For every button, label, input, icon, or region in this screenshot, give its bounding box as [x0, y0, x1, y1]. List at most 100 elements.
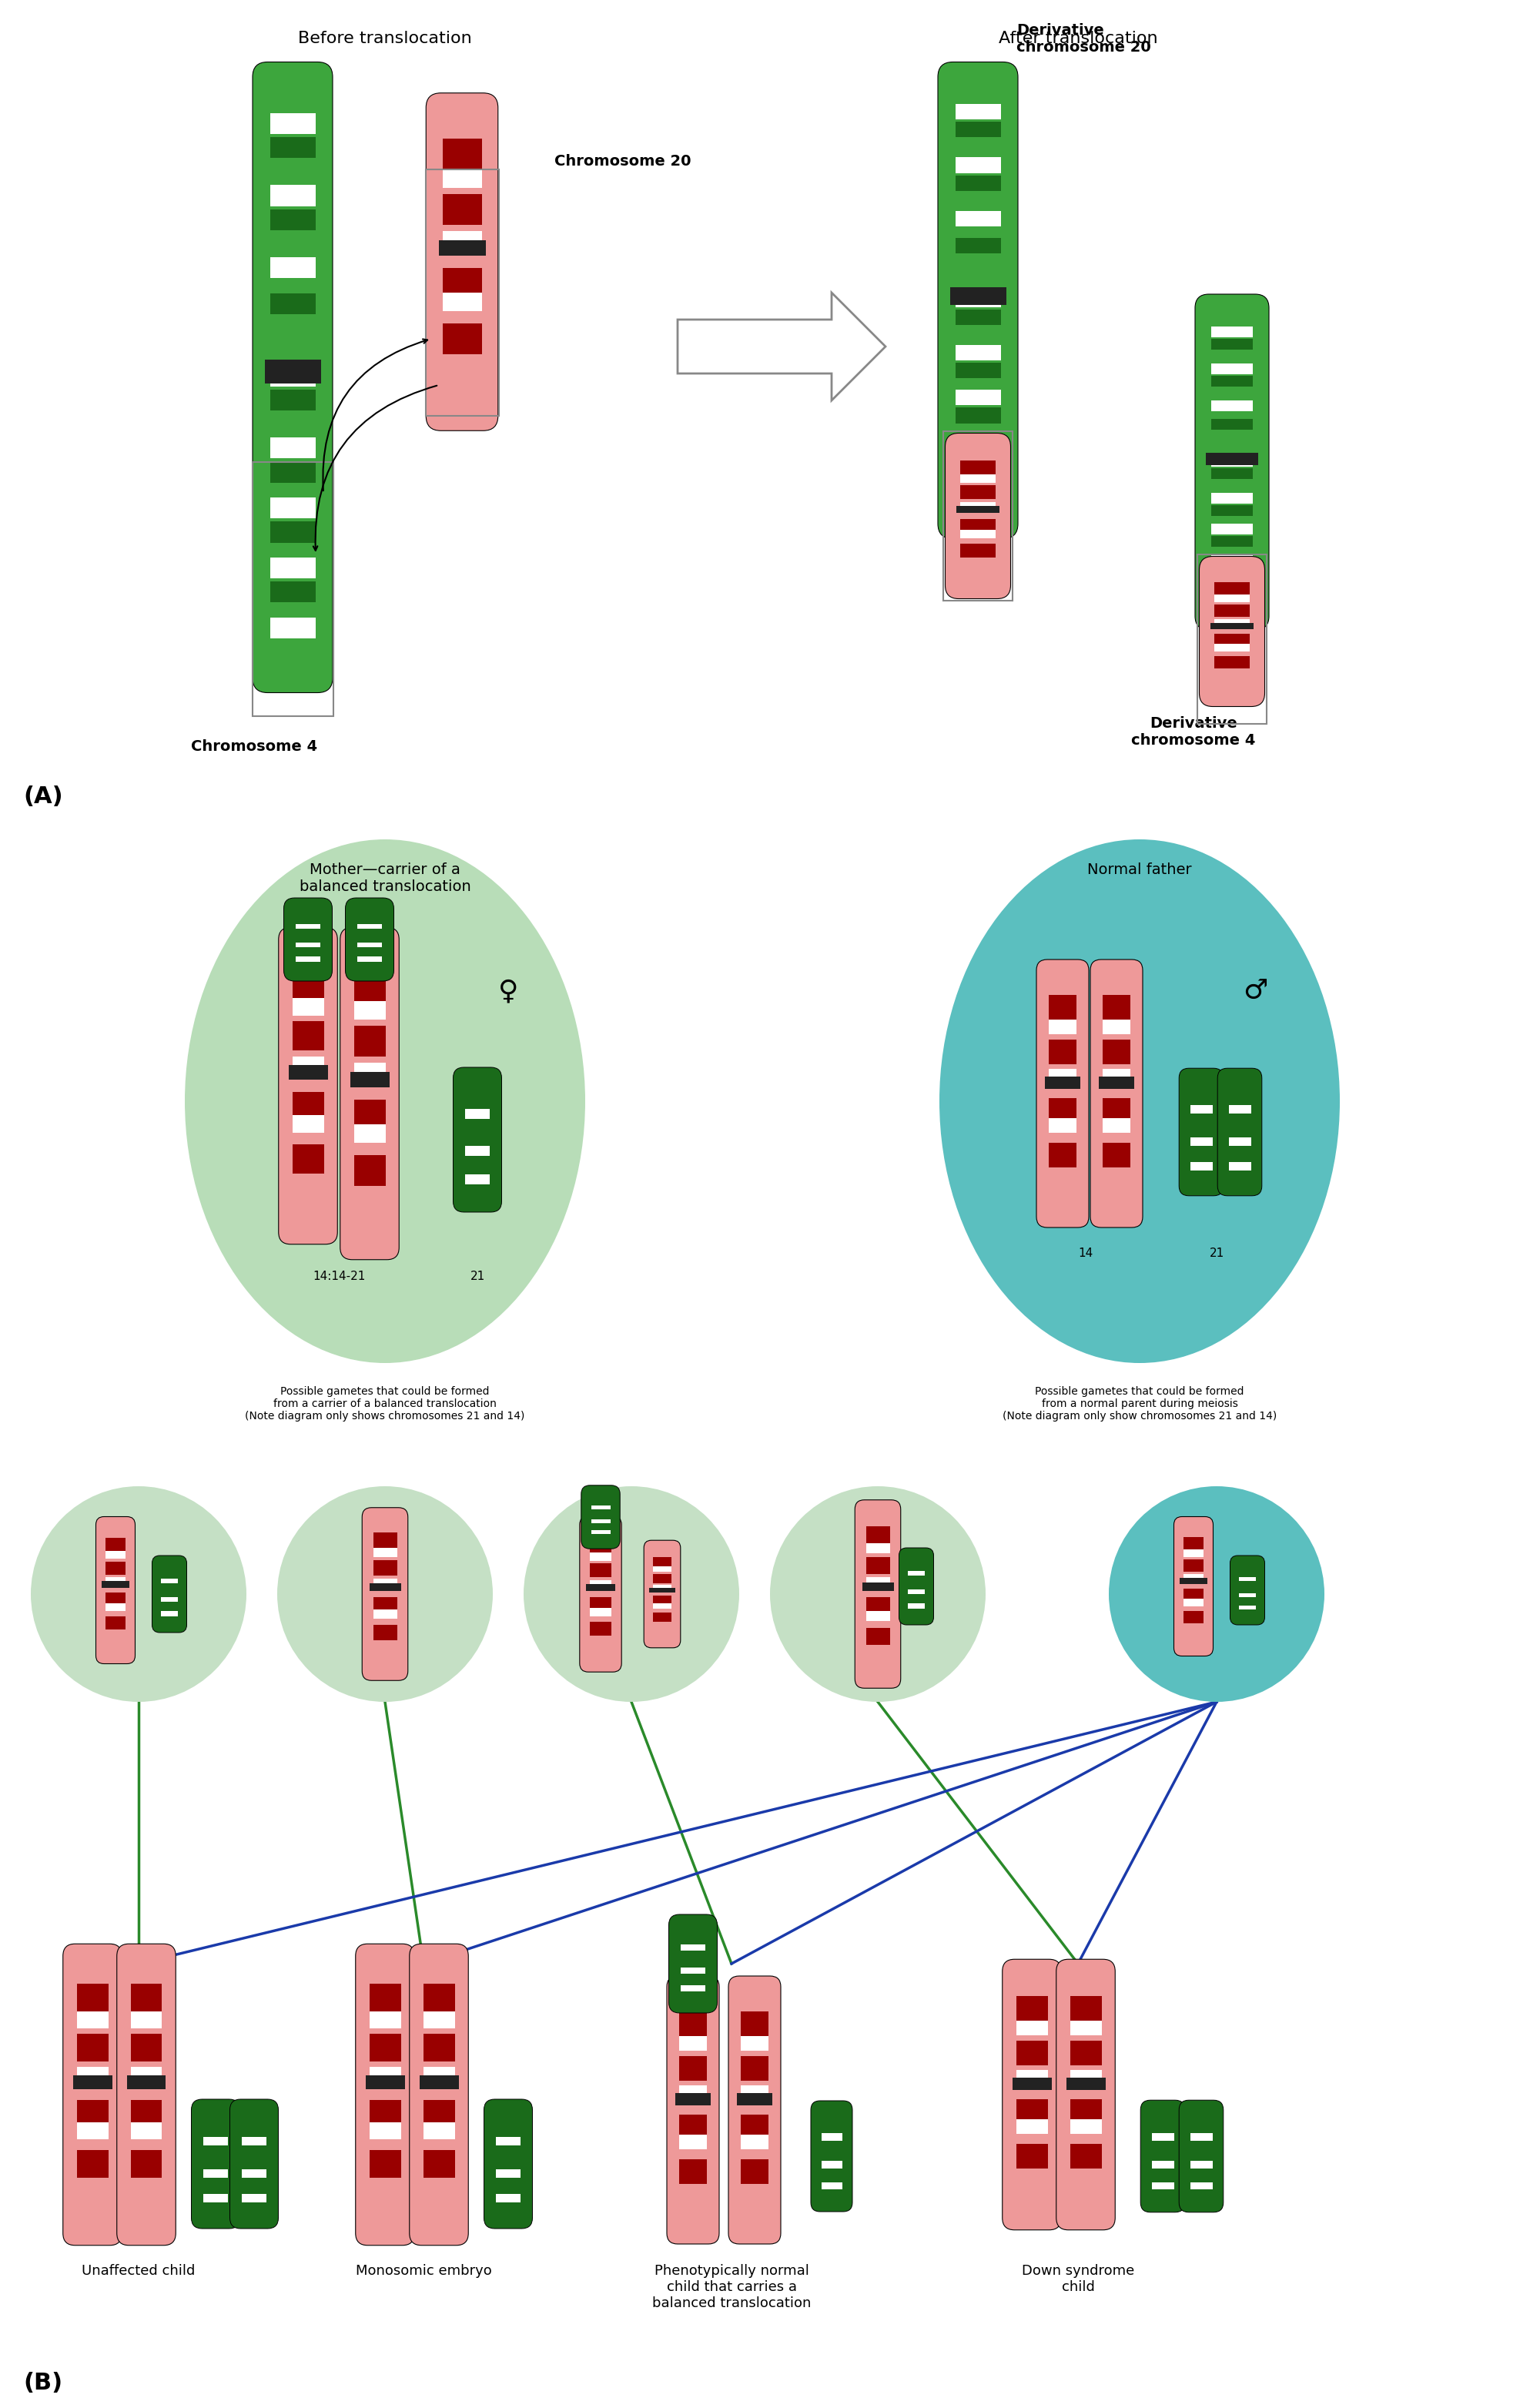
FancyBboxPatch shape	[1173, 1516, 1214, 1657]
Bar	[1016, 1995, 1047, 2022]
Bar	[354, 1000, 385, 1019]
Bar	[1210, 364, 1254, 374]
Bar	[77, 2012, 108, 2029]
Bar	[270, 388, 316, 410]
Bar	[1100, 1077, 1133, 1089]
Text: Monosomic embryo: Monosomic embryo	[356, 2264, 491, 2278]
Bar	[160, 1578, 179, 1583]
Bar	[1152, 2161, 1173, 2168]
Bar	[955, 175, 1001, 192]
Bar	[253, 463, 333, 717]
FancyBboxPatch shape	[410, 1945, 468, 2245]
Bar	[590, 1621, 611, 1635]
Bar	[1210, 523, 1254, 535]
Bar	[131, 2122, 162, 2139]
FancyBboxPatch shape	[810, 2101, 853, 2211]
Bar	[955, 362, 1001, 379]
Bar	[1183, 1611, 1204, 1623]
Bar	[1070, 2022, 1101, 2036]
FancyBboxPatch shape	[1141, 2101, 1184, 2213]
Bar	[1198, 554, 1266, 724]
FancyBboxPatch shape	[362, 1508, 408, 1681]
Bar	[203, 2137, 228, 2146]
Bar	[1016, 2120, 1047, 2134]
Bar	[961, 460, 995, 475]
Bar	[653, 1573, 671, 1583]
Bar	[496, 2170, 521, 2177]
FancyBboxPatch shape	[899, 1547, 933, 1626]
Bar	[1210, 506, 1254, 516]
Bar	[357, 942, 382, 947]
Bar	[1016, 2101, 1047, 2125]
FancyBboxPatch shape	[1056, 1959, 1115, 2230]
Bar	[293, 1144, 323, 1173]
Bar	[909, 1571, 924, 1575]
Bar	[370, 2012, 400, 2029]
Bar	[373, 1626, 397, 1640]
Bar	[955, 122, 1001, 137]
Bar	[465, 1175, 490, 1185]
Bar	[679, 2036, 707, 2050]
Bar	[591, 1530, 610, 1535]
Bar	[1103, 1070, 1130, 1084]
Bar	[1152, 2134, 1173, 2141]
Bar	[357, 957, 382, 962]
Bar	[1190, 2134, 1212, 2141]
Bar	[1070, 2069, 1101, 2084]
Bar	[373, 1547, 397, 1556]
Bar	[1016, 2022, 1047, 2036]
Bar	[419, 2074, 459, 2089]
Bar	[296, 957, 320, 962]
Bar	[591, 1520, 610, 1523]
FancyBboxPatch shape	[117, 1945, 176, 2245]
Bar	[590, 1597, 611, 1611]
Bar	[424, 2012, 454, 2029]
FancyBboxPatch shape	[356, 1945, 414, 2245]
FancyBboxPatch shape	[1036, 959, 1089, 1228]
Text: (B): (B)	[23, 2372, 63, 2393]
Bar	[270, 556, 316, 578]
Text: 21: 21	[470, 1271, 485, 1283]
Bar	[1103, 1098, 1130, 1122]
Bar	[126, 2074, 166, 2089]
Bar	[270, 496, 316, 518]
Bar	[1183, 1599, 1204, 1607]
Bar	[77, 2151, 108, 2177]
Bar	[1049, 1038, 1076, 1065]
Bar	[865, 1525, 890, 1544]
Bar	[591, 1506, 610, 1508]
FancyBboxPatch shape	[581, 1484, 621, 1549]
Bar	[653, 1597, 671, 1604]
Bar	[105, 1616, 126, 1631]
Bar	[354, 1062, 385, 1081]
FancyBboxPatch shape	[283, 897, 333, 981]
Bar	[679, 2158, 707, 2185]
Bar	[1210, 585, 1254, 597]
Bar	[270, 619, 316, 638]
Bar	[354, 1026, 385, 1058]
Bar	[1190, 1163, 1212, 1170]
Bar	[160, 1597, 179, 1602]
Bar	[442, 194, 482, 225]
Bar	[424, 2101, 454, 2127]
Bar	[1183, 1590, 1204, 1602]
FancyBboxPatch shape	[453, 1067, 502, 1211]
Bar	[242, 2170, 266, 2177]
Bar	[1049, 1117, 1076, 1132]
Bar	[865, 1628, 890, 1645]
Bar	[242, 2137, 266, 2146]
Bar	[653, 1556, 671, 1566]
Bar	[1210, 554, 1254, 566]
Bar	[865, 1544, 890, 1554]
Bar	[77, 2101, 108, 2127]
Bar	[1210, 338, 1254, 350]
Bar	[293, 1058, 323, 1074]
Bar	[288, 1065, 328, 1079]
Bar	[424, 2067, 454, 2084]
FancyBboxPatch shape	[191, 2098, 240, 2228]
Text: 14: 14	[1078, 1247, 1093, 1259]
Text: Normal father: Normal father	[1087, 863, 1192, 878]
Text: Unaffected child: Unaffected child	[82, 2264, 196, 2278]
Bar	[1214, 583, 1250, 595]
Ellipse shape	[185, 839, 585, 1362]
